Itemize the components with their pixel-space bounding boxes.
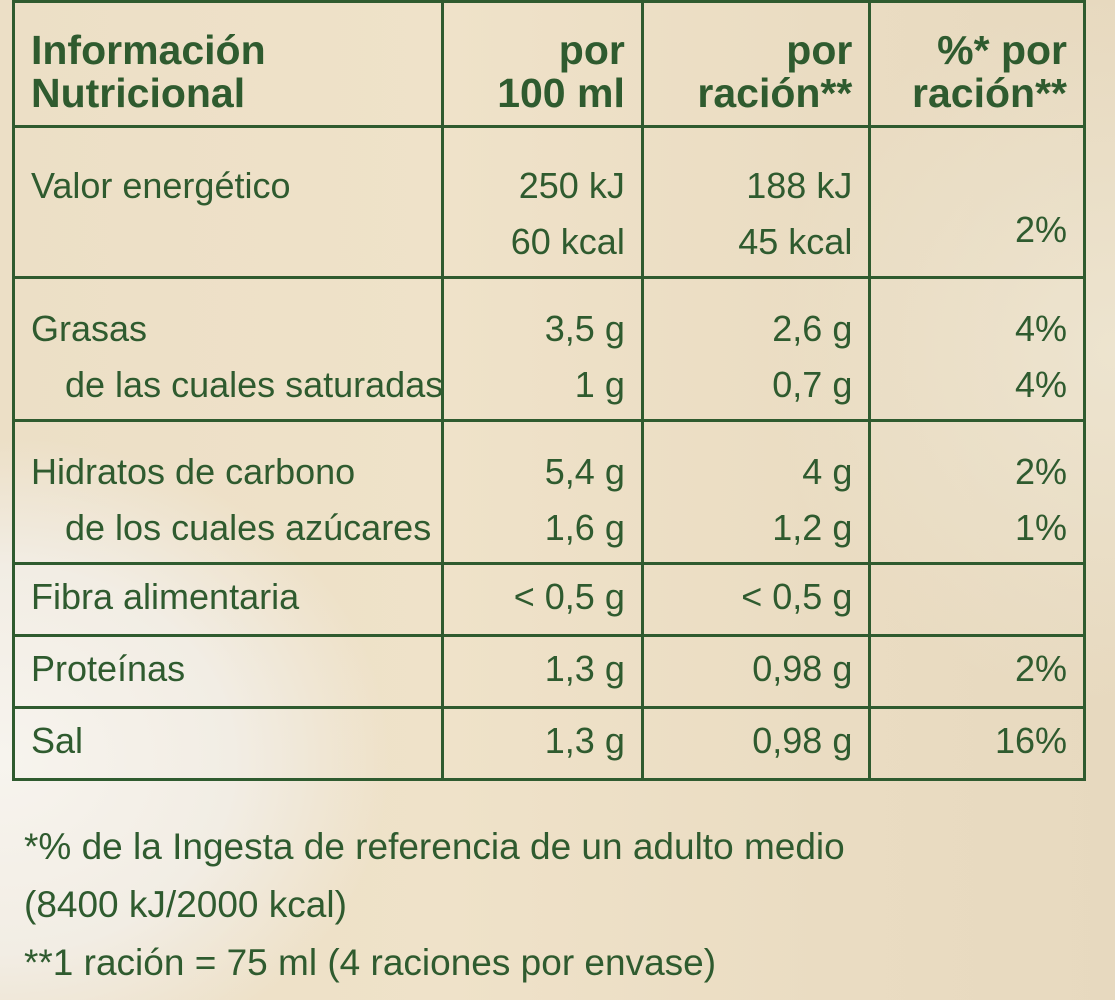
value-pct-serving: 4% 4% [868, 276, 1086, 422]
table-row-fat: Grasas de las cuales saturadas 3,5 g 1 g… [11, 276, 1086, 422]
value-per-serving: 0,98 g [640, 706, 872, 781]
value-pct-serving: 16% [868, 706, 1086, 781]
value-per-serving: 0,98 g [640, 634, 872, 709]
value-per-100ml: 5,4 g 1,6 g [441, 419, 644, 565]
nutrition-table: Información Nutricional por 100 ml por r… [11, 0, 1086, 781]
table-row-salt: Sal 1,3 g 0,98 g 16% [11, 706, 1086, 781]
nutrient-name: Grasas de las cuales saturadas [11, 276, 445, 422]
value-per-serving: < 0,5 g [640, 562, 872, 637]
header-per-100ml: por 100 ml [441, 0, 644, 128]
header-per-serving: por ración** [640, 0, 872, 128]
header-nutrition-info: Información Nutricional [11, 0, 445, 128]
value-pct-serving: 2% [868, 634, 1086, 709]
value-per-serving: 2,6 g 0,7 g [640, 276, 872, 422]
nutrient-name: Sal [11, 706, 445, 781]
value-per-100ml: 1,3 g [441, 634, 644, 709]
nutrient-name: Proteínas [11, 634, 445, 709]
value-per-100ml: 1,3 g [441, 706, 644, 781]
footnotes: *% de la Ingesta de referencia de un adu… [24, 818, 1084, 992]
value-pct-serving: 2% 1% [868, 419, 1086, 565]
table-row-fiber: Fibra alimentaria < 0,5 g < 0,5 g [11, 562, 1086, 637]
value-per-serving: 4 g 1,2 g [640, 419, 872, 565]
value-per-100ml: < 0,5 g [441, 562, 644, 637]
footnote-reference-intake: *% de la Ingesta de referencia de un adu… [24, 826, 845, 867]
nutrient-name: Valor energético [11, 125, 445, 279]
value-per-100ml: 250 kJ 60 kcal [441, 125, 644, 279]
nutrient-name: Fibra alimentaria [11, 562, 445, 637]
nutrient-name: Hidratos de carbono de los cuales azúcar… [11, 419, 445, 565]
value-pct-serving [868, 562, 1086, 637]
table-row-carbohydrates: Hidratos de carbono de los cuales azúcar… [11, 419, 1086, 565]
table-row-protein: Proteínas 1,3 g 0,98 g 2% [11, 634, 1086, 709]
header-pct-serving: %* por ración** [868, 0, 1086, 128]
footnote-serving-size: **1 ración = 75 ml (4 raciones por envas… [24, 942, 717, 983]
table-row-energy: Valor energético 250 kJ 60 kcal 188 kJ 4… [11, 125, 1086, 279]
value-per-serving: 188 kJ 45 kcal [640, 125, 872, 279]
header-row: Información Nutricional por 100 ml por r… [11, 0, 1086, 128]
value-pct-serving: 2% [868, 125, 1086, 279]
value-per-100ml: 3,5 g 1 g [441, 276, 644, 422]
footnote-energy-reference: (8400 kJ/2000 kcal) [24, 884, 347, 925]
